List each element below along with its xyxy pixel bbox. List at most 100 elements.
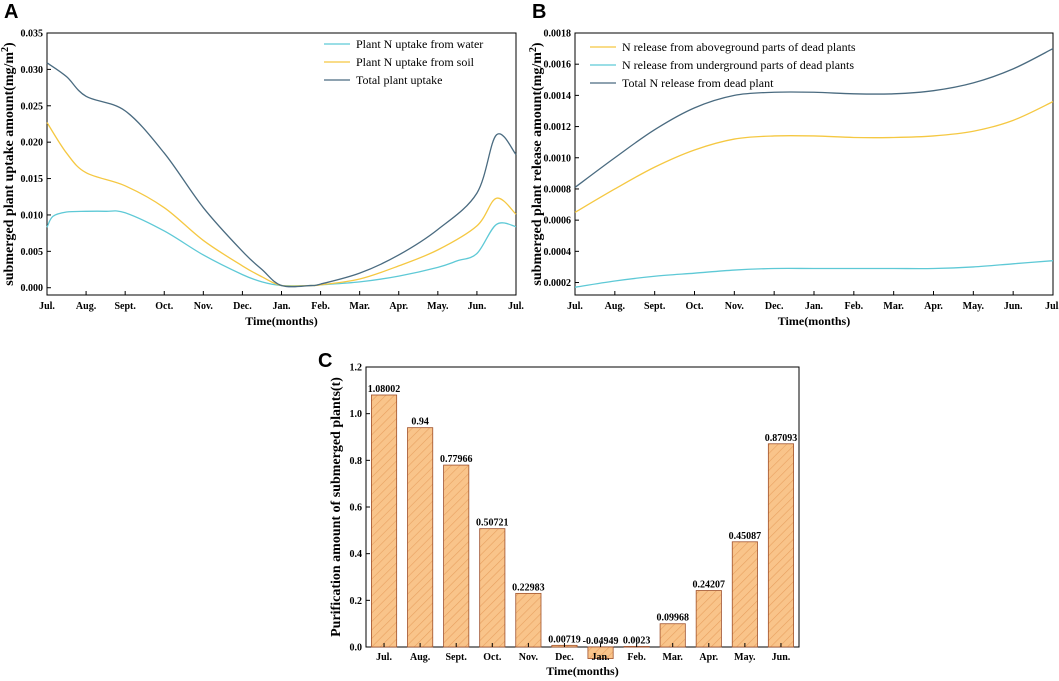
panel-b-xtick-label: Jul. xyxy=(567,301,583,312)
panel-b-ytick-label: 0.0016 xyxy=(544,60,572,71)
panel-b-ytick-label: 0.0004 xyxy=(544,247,572,258)
panel-c-bar-aug xyxy=(407,427,434,648)
panel-a-xtick-label: Jul. xyxy=(508,301,524,312)
panel-c-xtick-label: Dec. xyxy=(555,652,574,663)
panel-c-xtick-label: Feb. xyxy=(627,652,646,663)
panel-b-series-line-2 xyxy=(574,260,1054,288)
panel-c-xtick-label: Apr. xyxy=(699,652,718,663)
panel-a-legend-label-2: Plant N uptake from soil xyxy=(356,55,475,69)
panel-b-xaxis-title: Time(months) xyxy=(778,314,850,328)
panel-c-xtick-label: Mar. xyxy=(662,652,683,663)
panel-b-xtick-label: Aug. xyxy=(605,301,626,312)
panel-a-xtick-label: Mar. xyxy=(349,301,370,312)
panel-a-yaxis-title: submerged plant uptake amount(mg/m2) xyxy=(0,42,17,286)
panel-b-xtick-label: Nov. xyxy=(725,301,745,312)
panel-c-letter: C xyxy=(318,350,332,372)
panel-c-xtick-label: Sept. xyxy=(446,652,468,663)
panel-c-ytick-label: 1.2 xyxy=(350,363,363,374)
panel-b-ytick-label: 0.0010 xyxy=(544,153,572,164)
panel-c-xtick-label: Jan. xyxy=(592,652,611,663)
panel-b-ytick-label: 0.0008 xyxy=(544,184,572,195)
panel-a-ytick-label: 0.030 xyxy=(21,65,44,76)
panel-a-xtick-label: Jun. xyxy=(468,301,487,312)
panel-a-xtick-label: Apr. xyxy=(389,301,408,312)
panel-c-xtick-label: Jul. xyxy=(376,652,392,663)
panel-c-xtick-label: Jun. xyxy=(772,652,791,663)
panel-c-bar-value-label: 1.08002 xyxy=(368,384,401,395)
panel-b-ytick-label: 0.0006 xyxy=(544,216,572,227)
panel-c-bar-value-label: 0.09968 xyxy=(656,613,689,624)
panel-c-bar-jun xyxy=(767,443,794,648)
panel-a-xtick-label: May. xyxy=(427,301,449,312)
panel-a-legend-label-1: Plant N uptake from water xyxy=(356,37,483,51)
panel-a-legend-label-3: Total plant uptake xyxy=(356,73,442,87)
panel-a-xaxis-title: Time(months) xyxy=(245,314,317,328)
panel-b-ytick-label: 0.0014 xyxy=(544,91,572,102)
panel-b-xtick-label: Apr. xyxy=(924,301,943,312)
panel-c-bar-jul xyxy=(371,394,398,648)
panel-b-series-line-1 xyxy=(574,101,1054,213)
panel-b-yaxis-title: submerged plant release amount(mg/m2) xyxy=(528,42,546,285)
panel-a-ytick-label: 0.020 xyxy=(21,138,44,149)
panel-c-bar-value-label: 0.50721 xyxy=(476,518,509,529)
panel-c-bar-sept xyxy=(443,464,470,648)
panel-a-series-line-1 xyxy=(46,210,517,287)
panel-c-bar-nov xyxy=(515,592,542,648)
panel-c-ytick-label: 0.2 xyxy=(350,596,363,607)
panel-b-ytick-label: 0.0002 xyxy=(544,278,572,289)
panel-c-xtick-label: Nov. xyxy=(519,652,539,663)
panel-b-xtick-label: Feb. xyxy=(845,301,864,312)
panel-c-ytick-label: 0.8 xyxy=(350,456,363,467)
panel-a-xtick-label: Oct. xyxy=(155,301,174,312)
panel-a-letter: A xyxy=(4,1,18,23)
panel-a-xtick-label: Nov. xyxy=(194,301,214,312)
panel-a-ytick-label: 0.010 xyxy=(21,210,44,221)
panel-a-ytick-label: 0.015 xyxy=(21,174,44,185)
panel-c-bar-oct xyxy=(479,528,506,648)
panel-b-xtick-label: Sept. xyxy=(644,301,666,312)
panel-a-xtick-label: Sept. xyxy=(114,301,136,312)
panel-c-ytick-label: 1.0 xyxy=(350,409,363,420)
panel-a-ytick-label: 0.000 xyxy=(21,283,44,294)
panel-b-legend-label-3: Total N release from dead plant xyxy=(622,76,774,90)
panel-c-bar-value-label: 0.22983 xyxy=(512,582,545,593)
panel-c-bar-may xyxy=(731,541,758,648)
panel-b-plot-frame xyxy=(574,32,1054,296)
panel-c-ytick-label: 0.0 xyxy=(350,643,363,654)
panel-b-xtick-label: Dec. xyxy=(765,301,784,312)
panel-c-bar-value-label: 0.00719 xyxy=(548,634,581,645)
panel-c-yaxis-title: Purification amount of submerged plants(… xyxy=(329,377,344,637)
panel-b-xtick-label: Jan. xyxy=(805,301,824,312)
panel-c-ytick-label: 0.4 xyxy=(350,549,363,560)
panel-b-xtick-label: Mar. xyxy=(883,301,904,312)
panel-c-bar-value-label: -0.04949 xyxy=(583,636,619,647)
panel-c-chart: 0.0 0.2 0.4 0.6 0.8 1.0 1.2 1.08002 Jul. 0.94 Aug.… xyxy=(329,363,800,678)
panel-c-bar-value-label: 0.24207 xyxy=(693,580,726,591)
panel-a-series-line-3 xyxy=(46,62,517,288)
panel-c-bar-value-label: 0.77966 xyxy=(440,454,473,465)
panel-b-series-line-3 xyxy=(574,48,1054,188)
panel-c-xaxis-title: Time(months) xyxy=(546,664,618,678)
panel-b-xtick-label: Jul. xyxy=(1045,301,1059,312)
panel-c-bar-value-label: 0.94 xyxy=(411,417,429,428)
panel-a-xtick-label: Feb. xyxy=(311,301,330,312)
panel-b-ytick-label: 0.0018 xyxy=(544,29,572,40)
panel-a-ytick-label: 0.025 xyxy=(21,101,44,112)
panel-c-xtick-label: May. xyxy=(734,652,756,663)
panel-a-xtick-label: Jan. xyxy=(272,301,291,312)
panel-a-series-line-2 xyxy=(46,122,517,287)
panel-a-plot-frame xyxy=(46,32,517,296)
panel-a-chart: 0.000 0.005 0.010 0.015 0.020 0.025 0.030 0.035… xyxy=(0,29,524,329)
panel-b-legend-label-1: N release from aboveground parts of dead… xyxy=(622,40,856,54)
panel-a-ytick-label: 0.005 xyxy=(21,247,44,258)
panel-a-xtick-label: Dec. xyxy=(233,301,252,312)
panel-b-xtick-label: May. xyxy=(963,301,985,312)
panel-c-bar-value-label: 0.45087 xyxy=(729,531,762,542)
panel-c-bar-value-label: 0.0023 xyxy=(623,635,651,646)
panel-b-chart: 0.0002 0.0004 0.0006 0.0008 0.0010 0.0012 0.00… xyxy=(528,29,1059,329)
panel-b-legend-label-2: N release from underground parts of dead… xyxy=(622,58,854,72)
panel-a-ytick-label: 0.035 xyxy=(21,29,44,40)
panel-b-letter: B xyxy=(532,1,546,23)
panel-c-bar-value-label: 0.87093 xyxy=(765,433,798,444)
